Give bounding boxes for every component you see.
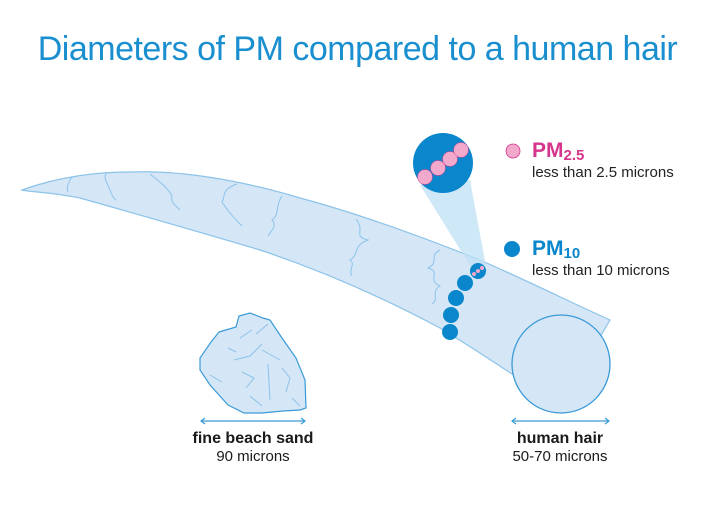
hair-width-arrow: [511, 417, 610, 425]
pm25-subscript: 2.5: [563, 147, 585, 164]
sand-width-arrow: [200, 417, 306, 425]
page-title: Diameters of PM compared to a human hair: [37, 30, 678, 68]
sand-caption: fine beach sand 90 microns: [183, 430, 323, 465]
pm10-name: PM: [532, 237, 564, 260]
pm25-name: PM: [532, 139, 564, 162]
sand-grain-illustration: [199, 312, 307, 414]
sand-caption-name: fine beach sand: [192, 430, 314, 447]
hair-caption-size: 50-70 microns: [512, 448, 608, 465]
human-hair-illustration: [19, 171, 611, 414]
legend-pm10: PM10 less than 10 microns: [532, 237, 670, 279]
pm25-label: PM2.5: [532, 139, 674, 164]
blue-circle-icon: [504, 241, 520, 257]
legend-pm25: PM2.5 less than 2.5 microns: [532, 139, 674, 181]
pm10-label: PM10: [532, 237, 670, 262]
pink-circle-icon: [505, 143, 521, 159]
pm10-description: less than 10 microns: [532, 262, 670, 279]
pm25-description: less than 2.5 microns: [532, 164, 674, 181]
hair-caption: human hair 50-70 microns: [495, 430, 625, 465]
magnified-pm25-view: [413, 133, 473, 193]
magnify-beam: [420, 180, 487, 272]
pm10-subscript: 10: [563, 245, 581, 262]
pm10-particles: [442, 263, 486, 340]
hair-caption-name: human hair: [516, 430, 604, 447]
sand-caption-size: 90 microns: [216, 448, 290, 465]
